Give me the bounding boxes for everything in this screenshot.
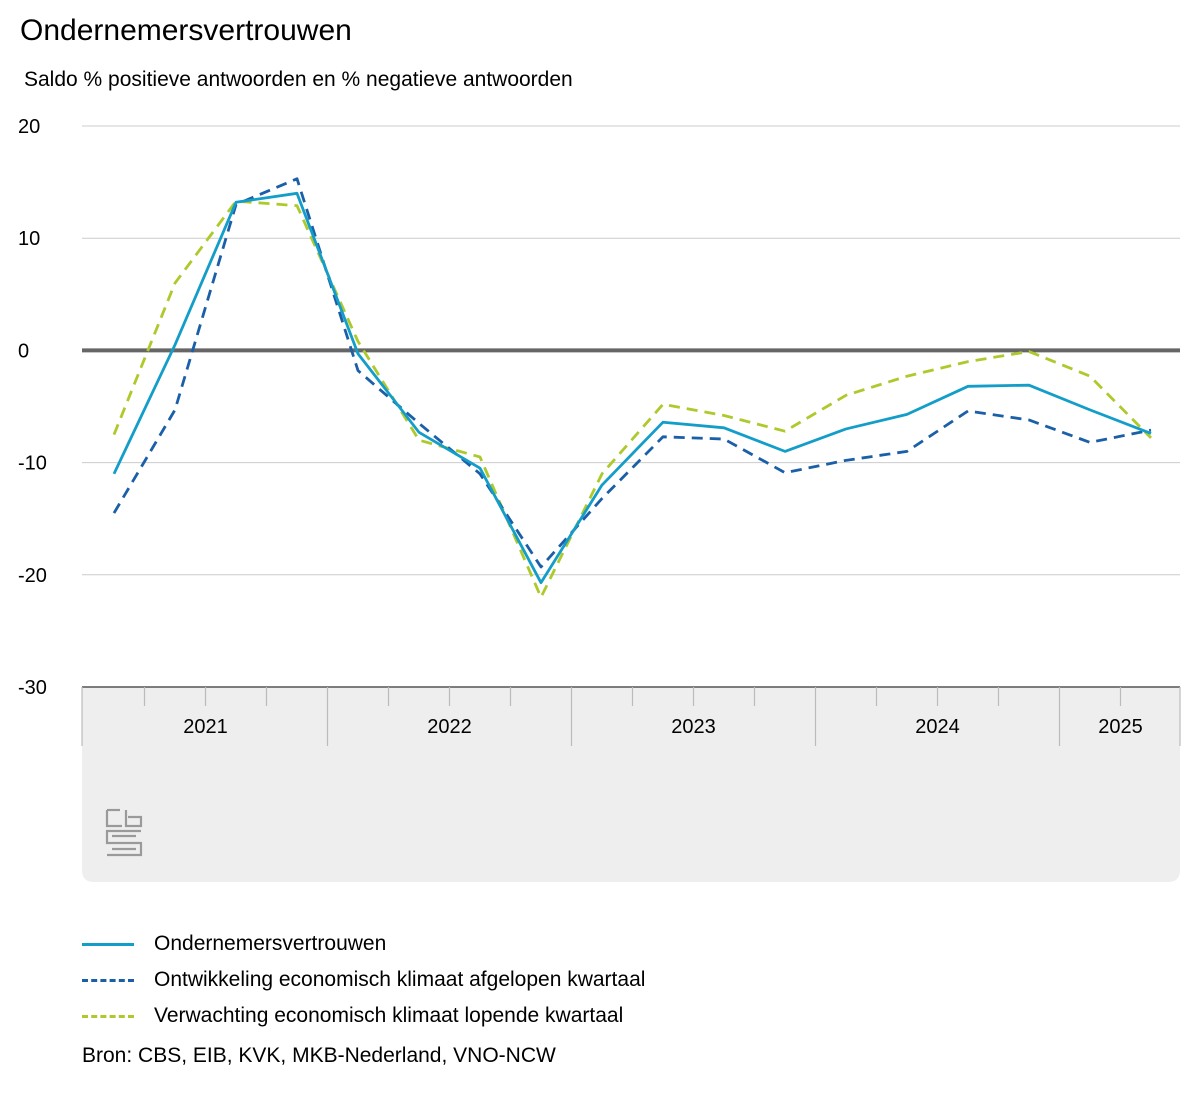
legend-item-ontwikkeling: Ontwikkeling economisch klimaat afgelope…: [82, 962, 645, 998]
series-line-2: [112, 177, 1152, 569]
y-tick-label: -10: [18, 453, 47, 475]
data-point: [354, 367, 362, 375]
data-point: [293, 189, 301, 197]
data-point: [720, 435, 728, 443]
series-line-1: [112, 191, 1152, 585]
x-category-label: 2024: [915, 716, 960, 738]
data-point: [598, 481, 606, 489]
data-point: [293, 175, 301, 183]
cbs-logo-stroke: [105, 829, 143, 857]
legend: Ondernemersvertrouwen Ontwikkeling econo…: [82, 926, 645, 1034]
source-note: Bron: CBS, EIB, KVK, MKB-Nederland, VNO-…: [82, 1044, 556, 1067]
data-point: [903, 410, 911, 418]
legend-swatch-dashed: [82, 1014, 134, 1018]
data-point: [720, 411, 728, 419]
legend-label: Ondernemersvertrouwen: [154, 932, 387, 955]
y-tick-label: -30: [18, 677, 47, 699]
x-category-label: 2023: [671, 716, 716, 738]
legend-item-ondernemersvertrouwen: Ondernemersvertrouwen: [82, 926, 645, 962]
data-point: [781, 469, 789, 477]
data-point: [110, 470, 118, 478]
data-point: [1086, 406, 1094, 414]
data-point: [110, 431, 118, 439]
data-point: [171, 341, 179, 349]
legend-swatch-dashed: [82, 978, 134, 982]
data-point: [842, 425, 850, 433]
data-point: [781, 427, 789, 435]
data-point: [415, 436, 423, 444]
y-tick-label: 10: [18, 228, 40, 250]
data-point: [1025, 381, 1033, 389]
data-point: [537, 563, 545, 571]
data-point: [1025, 348, 1033, 356]
cbs-logo-stroke: [105, 810, 122, 828]
data-point: [842, 391, 850, 399]
data-point: [659, 433, 667, 441]
cbs-logo-icon: [105, 808, 143, 857]
series-line-3: [112, 199, 1152, 599]
data-point: [171, 279, 179, 287]
x-category-label: 2025: [1098, 716, 1143, 738]
x-axis-band: [82, 687, 1180, 882]
data-point: [232, 198, 240, 206]
legend-label: Verwachting economisch klimaat lopende k…: [154, 1004, 624, 1027]
data-point: [354, 350, 362, 358]
data-point: [476, 464, 484, 472]
y-tick-label: -20: [18, 565, 47, 587]
data-point: [1147, 429, 1155, 437]
legend-label: Ontwikkeling economisch klimaat afgelope…: [154, 968, 646, 991]
data-point: [903, 372, 911, 380]
data-point: [964, 358, 972, 366]
data-point: [659, 418, 667, 426]
y-tick-label: 20: [18, 116, 40, 138]
data-point: [1025, 416, 1033, 424]
data-point: [659, 400, 667, 408]
data-point: [110, 509, 118, 517]
data-point: [415, 428, 423, 436]
data-point: [476, 453, 484, 461]
data-point: [964, 407, 972, 415]
legend-swatch-solid: [82, 942, 134, 946]
data-point: [598, 470, 606, 478]
data-point: [1086, 438, 1094, 446]
legend-item-verwachting: Verwachting economisch klimaat lopende k…: [82, 998, 645, 1034]
data-point: [537, 579, 545, 587]
chart-title: Ondernemersvertrouwen: [20, 14, 352, 47]
data-point: [720, 424, 728, 432]
data-point: [598, 495, 606, 503]
data-point: [964, 382, 972, 390]
y-tick-label: 0: [18, 340, 29, 362]
data-point: [171, 406, 179, 414]
data-point: [415, 419, 423, 427]
data-point: [781, 447, 789, 455]
data-point: [1086, 372, 1094, 380]
data-point: [842, 456, 850, 464]
x-category-label: 2022: [427, 716, 472, 738]
data-point: [537, 593, 545, 601]
line-chart: 20 10 0 -10 -20 -30 2021 2022 2023 2024 2025: [18, 116, 1181, 882]
data-point: [903, 447, 911, 455]
chart-subtitle: Saldo % positieve antwoorden en % negati…: [24, 68, 573, 91]
x-category-label: 2021: [183, 716, 228, 738]
cbs-logo-stroke: [124, 810, 143, 828]
